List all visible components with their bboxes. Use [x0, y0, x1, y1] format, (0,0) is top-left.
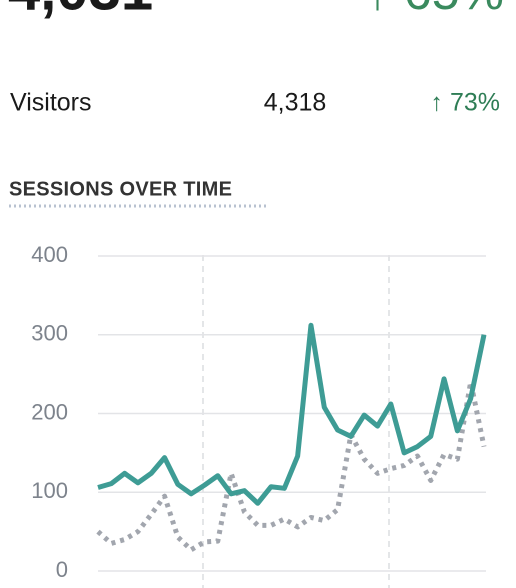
y-tick-label: 100	[31, 478, 68, 503]
stat-label: Visitors	[10, 89, 92, 117]
y-tick-label: 300	[31, 321, 68, 346]
section-title: SESSIONS OVER TIME	[9, 178, 232, 200]
y-tick-label: 400	[31, 242, 68, 267]
y-tick-label: 200	[31, 399, 68, 424]
line-series	[97, 322, 487, 506]
header-change: ↑ 65%	[365, 0, 504, 20]
y-tick-label: 0	[56, 557, 68, 582]
stat-value: 4,318	[264, 89, 327, 117]
stat-change: ↑ 73%	[431, 89, 500, 117]
header-value: 4,031	[8, 0, 153, 22]
